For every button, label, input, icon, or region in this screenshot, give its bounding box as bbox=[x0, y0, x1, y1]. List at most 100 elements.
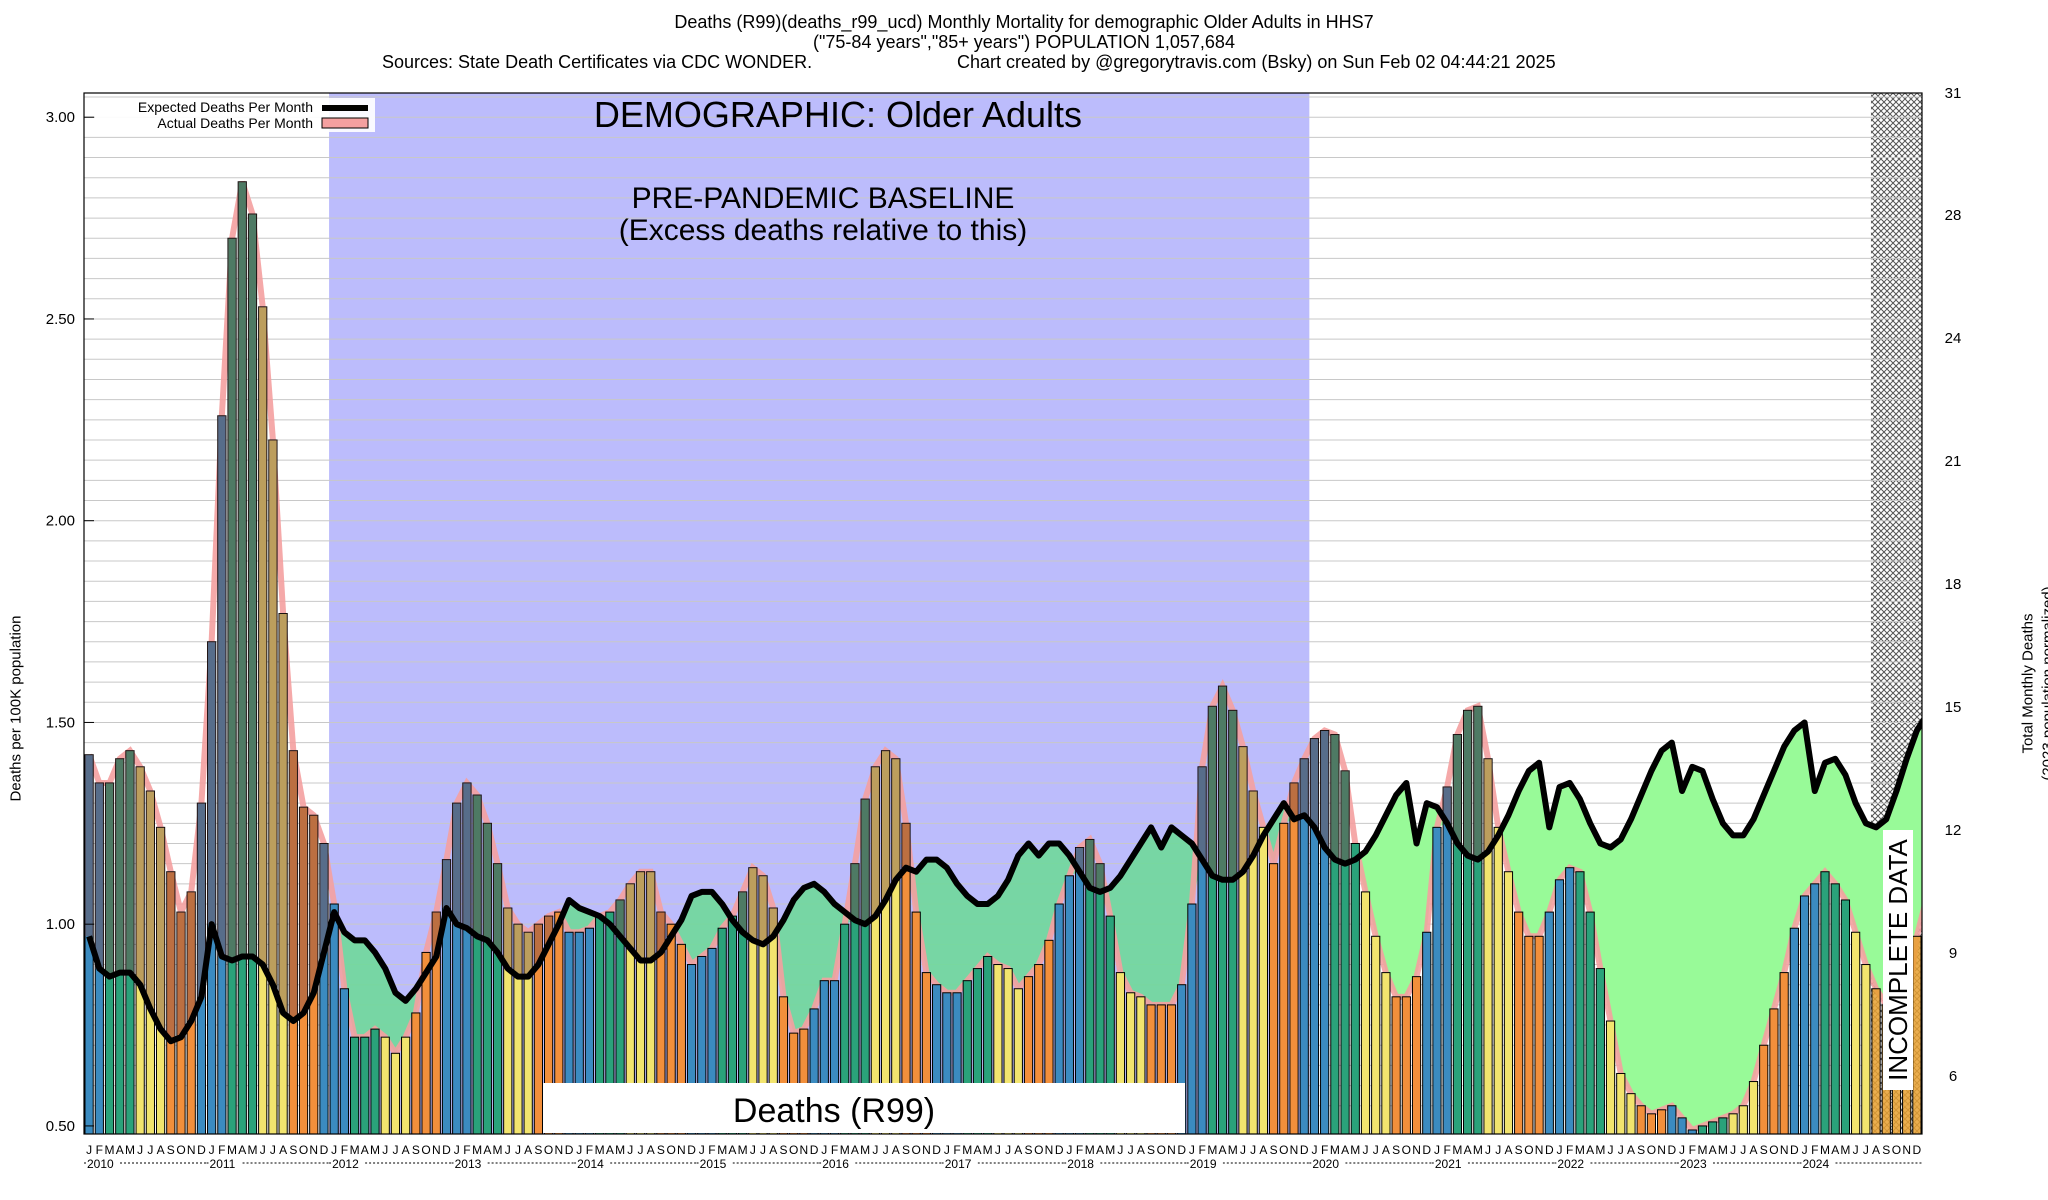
x-month-label: O bbox=[1892, 1143, 1901, 1157]
bar-month bbox=[1954, 299, 1962, 1134]
x-month-label: A bbox=[606, 1143, 614, 1157]
x-month-label: A bbox=[1831, 1143, 1839, 1157]
x-month-label: A bbox=[1219, 1143, 1227, 1157]
bar-month bbox=[1554, 879, 1565, 1134]
y2-tick-label: 9 bbox=[1949, 945, 1957, 962]
x-month-label: J bbox=[638, 1143, 644, 1157]
bar-month bbox=[1830, 883, 1840, 1134]
y2-tick-label: 21 bbox=[1945, 453, 1962, 470]
bar-month bbox=[1289, 782, 1299, 1134]
bar-excess bbox=[258, 306, 267, 965]
x-month-label: N bbox=[1657, 1143, 1666, 1157]
x-month-label: J bbox=[1005, 1143, 1011, 1157]
bar-excess bbox=[1473, 706, 1482, 860]
x-month-label: D bbox=[565, 1143, 574, 1157]
bar-month bbox=[1105, 915, 1115, 1134]
x-month-label: M bbox=[105, 1143, 115, 1157]
x-month-label: D bbox=[1545, 1143, 1554, 1157]
x-month-label: J bbox=[1362, 1143, 1368, 1157]
bar-month bbox=[1340, 770, 1350, 1134]
x-month-label: N bbox=[187, 1143, 196, 1157]
legend-expected-label: Expected Deaths Per Month bbox=[138, 99, 313, 115]
x-month-label: S bbox=[1025, 1143, 1033, 1157]
x-month-label: J bbox=[1128, 1143, 1134, 1157]
x-month-label: J bbox=[750, 1143, 756, 1157]
x-year-label: 2011 bbox=[210, 1157, 236, 1171]
bar-month bbox=[1851, 931, 1861, 1134]
bar-month bbox=[1381, 972, 1391, 1134]
x-month-label: J bbox=[270, 1143, 276, 1157]
bar-excess bbox=[1340, 770, 1350, 864]
chart-sources: Sources: State Death Certificates via CD… bbox=[382, 52, 813, 72]
x-month-label: M bbox=[1105, 1143, 1115, 1157]
x-month-label: S bbox=[1760, 1143, 1768, 1157]
bar-excess bbox=[1320, 730, 1329, 848]
x-month-label: D bbox=[810, 1143, 819, 1157]
bar-month bbox=[1933, 702, 1941, 1134]
x-month-label: N bbox=[1290, 1143, 1299, 1157]
x-month-label: M bbox=[840, 1143, 850, 1157]
bar-month bbox=[1708, 1121, 1718, 1134]
bar-month bbox=[482, 822, 492, 1134]
x-month-label: O bbox=[1647, 1143, 1656, 1157]
y2-tick-label: 6 bbox=[1949, 1068, 1957, 1085]
x-month-label: A bbox=[973, 1143, 981, 1157]
bar-excess bbox=[615, 899, 625, 937]
bar-excess bbox=[268, 440, 278, 985]
x-month-label: J bbox=[1730, 1143, 1736, 1157]
bar-excess bbox=[197, 803, 206, 997]
bar-excess bbox=[524, 932, 533, 977]
bar-excess bbox=[636, 871, 645, 961]
bar-month bbox=[748, 867, 758, 1134]
x-month-label: S bbox=[1147, 1143, 1155, 1157]
bar-month bbox=[656, 911, 666, 1134]
bar-month bbox=[1371, 935, 1381, 1134]
x-month-label: O bbox=[912, 1143, 921, 1157]
x-month-label: M bbox=[1595, 1143, 1605, 1157]
bar-month bbox=[1544, 911, 1554, 1134]
x-month-label: J bbox=[760, 1143, 766, 1157]
x-month-label: F bbox=[341, 1143, 348, 1157]
x-month-label: M bbox=[125, 1143, 135, 1157]
y2-tick-label: 15 bbox=[1945, 699, 1962, 716]
bar-month bbox=[717, 927, 727, 1134]
x-month-label: S bbox=[902, 1143, 910, 1157]
bar-month bbox=[738, 891, 748, 1134]
x-year-label-bg bbox=[453, 1158, 488, 1170]
bar-excess bbox=[1075, 847, 1084, 872]
x-month-label: S bbox=[657, 1143, 665, 1157]
bar-month bbox=[176, 911, 186, 1134]
x-month-label: M bbox=[1575, 1143, 1585, 1157]
bar-excess bbox=[279, 613, 288, 1013]
bar-excess bbox=[483, 823, 492, 941]
bar-month bbox=[676, 943, 686, 1134]
bar-month bbox=[1728, 1113, 1738, 1134]
x-month-label: A bbox=[1259, 1143, 1267, 1157]
bar-month bbox=[1667, 1105, 1677, 1134]
x-month-label: M bbox=[860, 1143, 870, 1157]
x-month-label: N bbox=[309, 1143, 318, 1157]
bar-excess bbox=[1289, 782, 1299, 820]
bar-month bbox=[1187, 903, 1197, 1134]
x-month-label: O bbox=[1769, 1143, 1778, 1157]
bar-month bbox=[1820, 871, 1830, 1134]
x-month-label: O bbox=[1157, 1143, 1166, 1157]
x-month-label: A bbox=[361, 1143, 369, 1157]
x-year-label: 2024 bbox=[1802, 1157, 1829, 1171]
x-month-label: F bbox=[708, 1143, 715, 1157]
bar-month bbox=[768, 907, 778, 1134]
x-month-label: J bbox=[944, 1143, 950, 1157]
bar-month bbox=[268, 439, 278, 1134]
y2-axis-label-1: Total Monthly Deaths bbox=[2019, 613, 2037, 754]
bar-month bbox=[1779, 972, 1789, 1134]
x-month-label: M bbox=[1452, 1143, 1462, 1157]
bar-month bbox=[1616, 1072, 1626, 1134]
x-month-label: A bbox=[238, 1143, 246, 1157]
bar-excess bbox=[850, 863, 860, 921]
x-month-label: J bbox=[1117, 1143, 1123, 1157]
x-month-label: F bbox=[1811, 1143, 1818, 1157]
x-month-label: O bbox=[1034, 1143, 1043, 1157]
bar-month bbox=[1350, 842, 1360, 1134]
bar-month bbox=[1095, 863, 1105, 1134]
x-month-label: M bbox=[983, 1143, 993, 1157]
